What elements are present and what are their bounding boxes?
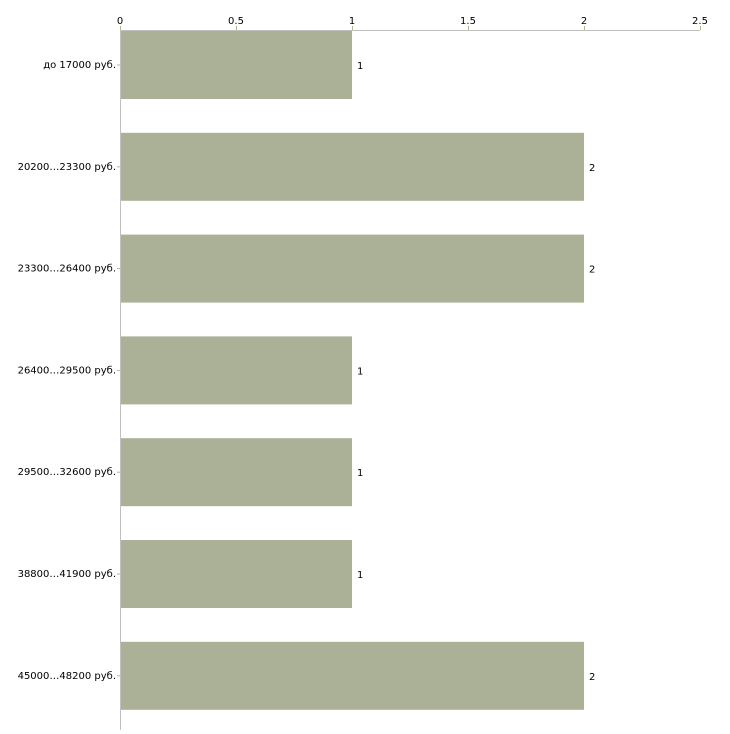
category-label: 26400…29500 руб.: [18, 365, 116, 376]
bar: [120, 336, 352, 405]
data-label: 2: [589, 265, 595, 276]
category-label: 38800…41900 руб.: [18, 569, 116, 580]
x-tick-label: 1.5: [460, 16, 476, 27]
data-label: 1: [357, 366, 363, 377]
data-label: 1: [357, 570, 363, 581]
category-label: 29500…32600 руб.: [18, 467, 116, 478]
bar: [120, 31, 352, 99]
x-tick-label: 2.5: [692, 16, 708, 27]
bar: [120, 438, 352, 507]
data-label: 2: [589, 672, 595, 683]
category-label: до 17000 руб.: [43, 60, 116, 71]
data-label: 1: [357, 468, 363, 479]
x-tick-label: 0.5: [228, 16, 244, 27]
bar: [120, 641, 584, 710]
bar: [120, 132, 584, 201]
bar: [120, 540, 352, 608]
bar: [120, 234, 584, 303]
category-label: 20200…23300 руб.: [18, 162, 116, 173]
x-tick-label: 1: [349, 16, 355, 27]
data-label: 1: [357, 61, 363, 72]
category-label: 45000…48200 руб.: [18, 671, 116, 682]
data-label: 2: [589, 163, 595, 174]
x-tick-label: 2: [581, 16, 587, 27]
category-label: 23300…26400 руб.: [18, 264, 116, 275]
x-tick-label: 0: [117, 16, 123, 27]
